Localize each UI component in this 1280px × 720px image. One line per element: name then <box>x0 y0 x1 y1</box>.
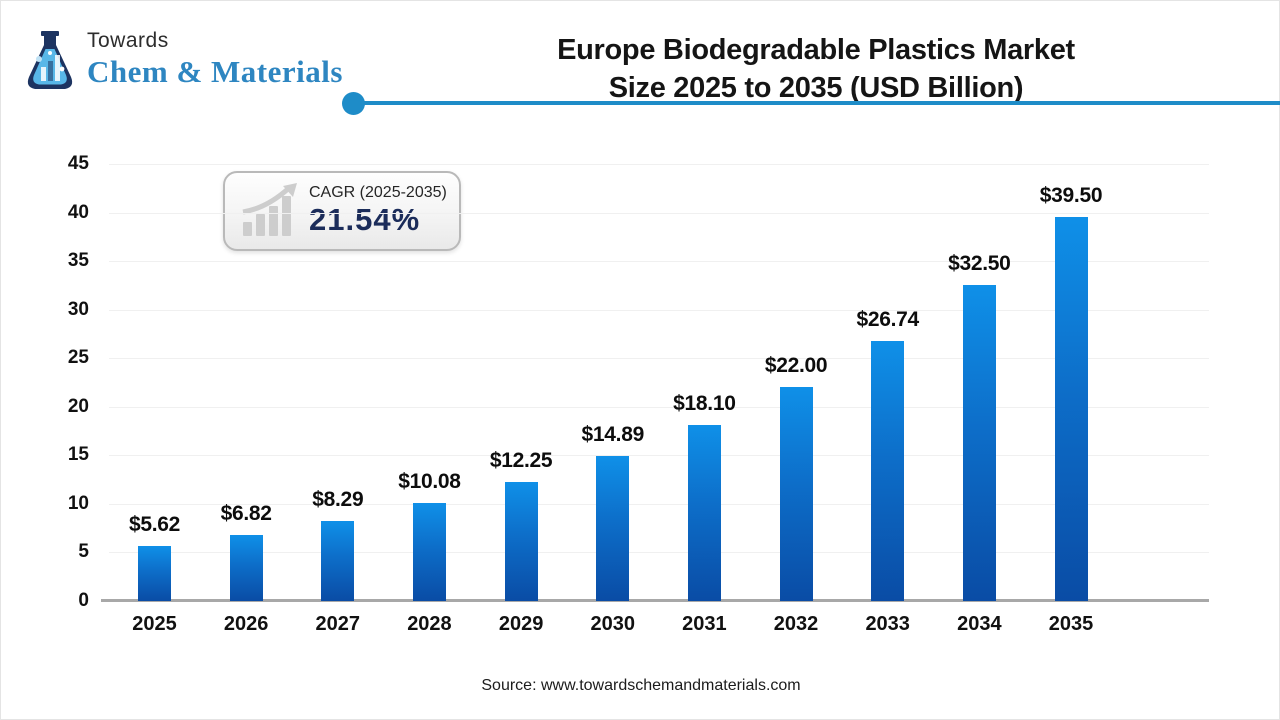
x-axis-label-2035: 2035 <box>1048 613 1094 635</box>
x-axis-label-2027: 2027 <box>315 613 361 635</box>
flask-logo-icon <box>27 31 73 89</box>
y-tick-label-25: 25 <box>67 347 89 369</box>
y-tick-label-5: 5 <box>78 541 89 563</box>
bar-2034 <box>962 285 996 601</box>
divider-line <box>354 101 1280 105</box>
plot-area: $5.62 2025 $6.82 2026 $8.29 2027 $10.08 2028 $12… <box>101 141 1211 635</box>
x-axis-label-2032: 2032 <box>773 613 819 635</box>
bar-2031 <box>687 425 721 601</box>
divider-dot-icon <box>342 92 365 115</box>
x-axis-label-2033: 2033 <box>865 613 910 635</box>
bar-2025 <box>138 546 171 601</box>
bar-2026 <box>229 534 263 601</box>
bar-value-label-2025: $5.62 <box>128 513 181 537</box>
logo-text: Towards Chem & Materials <box>87 23 343 90</box>
gridline-5 <box>109 552 1209 554</box>
gridline-25 <box>109 358 1209 360</box>
bar-value-label-2032: $22.00 <box>764 354 828 378</box>
logo-brand: Chem & Materials <box>87 54 343 89</box>
gridline-20 <box>109 406 1209 408</box>
cagr-value: 21.54% <box>309 202 421 237</box>
bar-value-label-2030: $14.89 <box>581 423 645 447</box>
y-tick-label-15: 15 <box>67 444 89 466</box>
source-text: Source: www.towardschemandmaterials.com <box>481 677 801 694</box>
gridline-40 <box>109 212 1209 214</box>
y-tick-label-0: 0 <box>78 590 89 611</box>
y-tick-label-45: 45 <box>67 153 89 174</box>
y-tick-label-20: 20 <box>67 395 89 417</box>
bar-value-label-2028: $10.08 <box>398 470 461 494</box>
bar-2028 <box>412 503 446 601</box>
gridline-45 <box>109 164 1209 165</box>
bar-2035 <box>1054 217 1088 601</box>
bar-2027 <box>321 520 355 601</box>
bar-value-label-2033: $26.74 <box>856 308 919 332</box>
cagr-badge: CAGR (2025-2035) 21.54% <box>223 171 461 251</box>
y-tick-label-10: 10 <box>67 492 89 514</box>
bar-value-label-2029: $12.25 <box>489 449 553 473</box>
chart-title: Europe Biodegradable Plastics Market Siz… <box>431 31 1201 107</box>
gridline-15 <box>109 455 1209 457</box>
x-axis-label-2029: 2029 <box>498 613 544 635</box>
x-axis-line <box>101 599 1209 602</box>
logo-towards: Towards <box>87 29 169 52</box>
cagr-text: CAGR (2025-2035) 21.54% <box>309 184 447 238</box>
bar-2029 <box>504 482 538 601</box>
x-axis-label-2034: 2034 <box>957 613 1002 635</box>
y-axis: 0 5 10 15 20 25 30 35 40 45 <box>31 141 89 621</box>
bar-value-label-2026: $6.82 <box>220 501 272 525</box>
bar-value-label-2035: $39.50 <box>1039 184 1103 208</box>
gridline-30 <box>109 309 1209 311</box>
bar-2030 <box>596 456 630 601</box>
logo: Towards Chem & Materials <box>19 23 343 95</box>
bar-2033 <box>871 341 905 601</box>
x-axis-label-2026: 2026 <box>223 613 269 635</box>
gridline-35 <box>109 261 1209 263</box>
x-axis-label-2030: 2030 <box>590 613 636 635</box>
y-tick-label-40: 40 <box>67 201 89 223</box>
cagr-label: CAGR (2025-2035) <box>309 184 447 201</box>
y-tick-label-35: 35 <box>67 250 89 272</box>
bar-value-label-2027: $8.29 <box>312 487 364 511</box>
x-axis-label-2028: 2028 <box>407 613 452 635</box>
x-axis-label-2031: 2031 <box>682 613 727 635</box>
y-tick-label-30: 30 <box>67 298 89 320</box>
gridline-10 <box>109 503 1209 505</box>
bar-value-label-2031: $18.10 <box>673 392 736 416</box>
bar-2032 <box>779 387 813 601</box>
chart-title-line1: Europe Biodegradable Plastics Market <box>557 34 1075 66</box>
chart-title-line2: Size 2025 to 2035 (USD Billion) <box>608 72 1024 104</box>
x-axis-label-2025: 2025 <box>132 613 177 635</box>
bar-value-label-2034: $32.50 <box>948 252 1011 276</box>
